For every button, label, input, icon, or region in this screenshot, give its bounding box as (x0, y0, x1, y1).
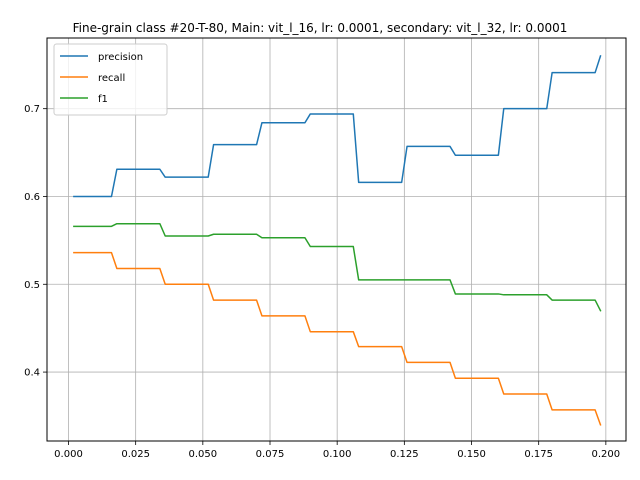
y-tick-label: 0.6 (24, 192, 40, 203)
x-tick-label: 0.175 (524, 449, 553, 460)
x-tick-label: 0.200 (592, 449, 621, 460)
series-layer (73, 55, 602, 426)
chart-title: Fine-grain class #20-T-80, Main: vit_l_1… (73, 21, 568, 35)
x-tick-label: 0.000 (54, 449, 83, 460)
legend-label-f1: f1 (98, 94, 108, 105)
series-line-precision (73, 55, 602, 198)
y-tick-label: 0.4 (24, 368, 40, 379)
x-tick-label: 0.050 (189, 449, 218, 460)
legend-label-precision: precision (98, 52, 143, 63)
x-axis: 0.000 0.025 0.050 0.075 0.100 0.125 0.150 0.175… (54, 441, 620, 460)
y-axis: 0.4 0.5 0.6 0.7 (24, 104, 47, 379)
series-line-f1 (73, 222, 602, 312)
legend: precision recall f1 (53, 43, 168, 116)
plot-frame (46, 37, 627, 442)
x-tick-label: 0.150 (457, 449, 486, 460)
x-tick-label: 0.075 (256, 449, 285, 460)
y-tick-label: 0.5 (24, 280, 40, 291)
x-tick-label: 0.025 (121, 449, 150, 460)
series-line-recall (73, 251, 602, 426)
y-tick-label: 0.7 (24, 104, 40, 115)
legend-label-recall: recall (98, 73, 125, 84)
grid-lines (47, 38, 626, 441)
x-tick-label: 0.125 (390, 449, 419, 460)
x-tick-label: 0.100 (323, 449, 352, 460)
